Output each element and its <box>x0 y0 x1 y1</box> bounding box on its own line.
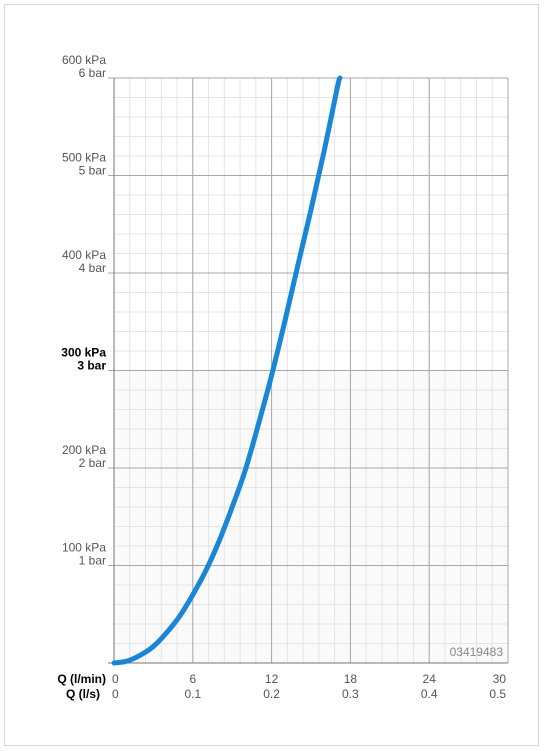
y-tick-kpa: 400 kPa <box>62 248 106 262</box>
y-tick-bar: 1 bar <box>79 554 106 568</box>
y-tick-bar: 3 bar <box>77 359 106 373</box>
x-tick-ls: 0.4 <box>421 687 438 701</box>
y-tick-kpa: 300 kPa <box>61 346 106 360</box>
y-tick-bar: 2 bar <box>79 456 106 470</box>
axis-label-ls: Q (l/s) <box>66 687 100 701</box>
axes <box>108 78 508 664</box>
plot-shade <box>114 370 508 663</box>
x-tick-ls: 0.1 <box>184 687 201 701</box>
chart-code: 03419483 <box>450 645 504 659</box>
x-tick-ls: 0.3 <box>342 687 359 701</box>
x-tick-lmin: 0 <box>112 672 119 686</box>
y-tick-kpa: 500 kPa <box>62 151 106 165</box>
x-tick-ls: 0.5 <box>489 687 506 701</box>
y-tick-bar: 6 bar <box>79 66 106 80</box>
y-tick-kpa: 600 kPa <box>62 53 106 67</box>
x-tick-lmin: 12 <box>265 672 279 686</box>
x-tick-lmin: 6 <box>189 672 196 686</box>
x-tick-lmin: 30 <box>493 672 507 686</box>
x-tick-lmin: 24 <box>423 672 437 686</box>
x-tick-ls: 0.2 <box>263 687 280 701</box>
x-tick-lmin: 18 <box>344 672 358 686</box>
x-tick-ls: 0 <box>112 687 119 701</box>
series-curve <box>111 75 343 666</box>
axis-label-lmin: Q (l/min) <box>57 672 106 686</box>
major-grid <box>108 77 509 663</box>
y-tick-bar: 4 bar <box>79 261 106 275</box>
y-tick-kpa: 100 kPa <box>62 541 106 555</box>
y-tick-bar: 5 bar <box>79 164 106 178</box>
y-tick-kpa: 200 kPa <box>62 443 106 457</box>
x-tick-labels: 00 60.1 120.2 180.3 240.4 300.5 <box>112 672 506 701</box>
